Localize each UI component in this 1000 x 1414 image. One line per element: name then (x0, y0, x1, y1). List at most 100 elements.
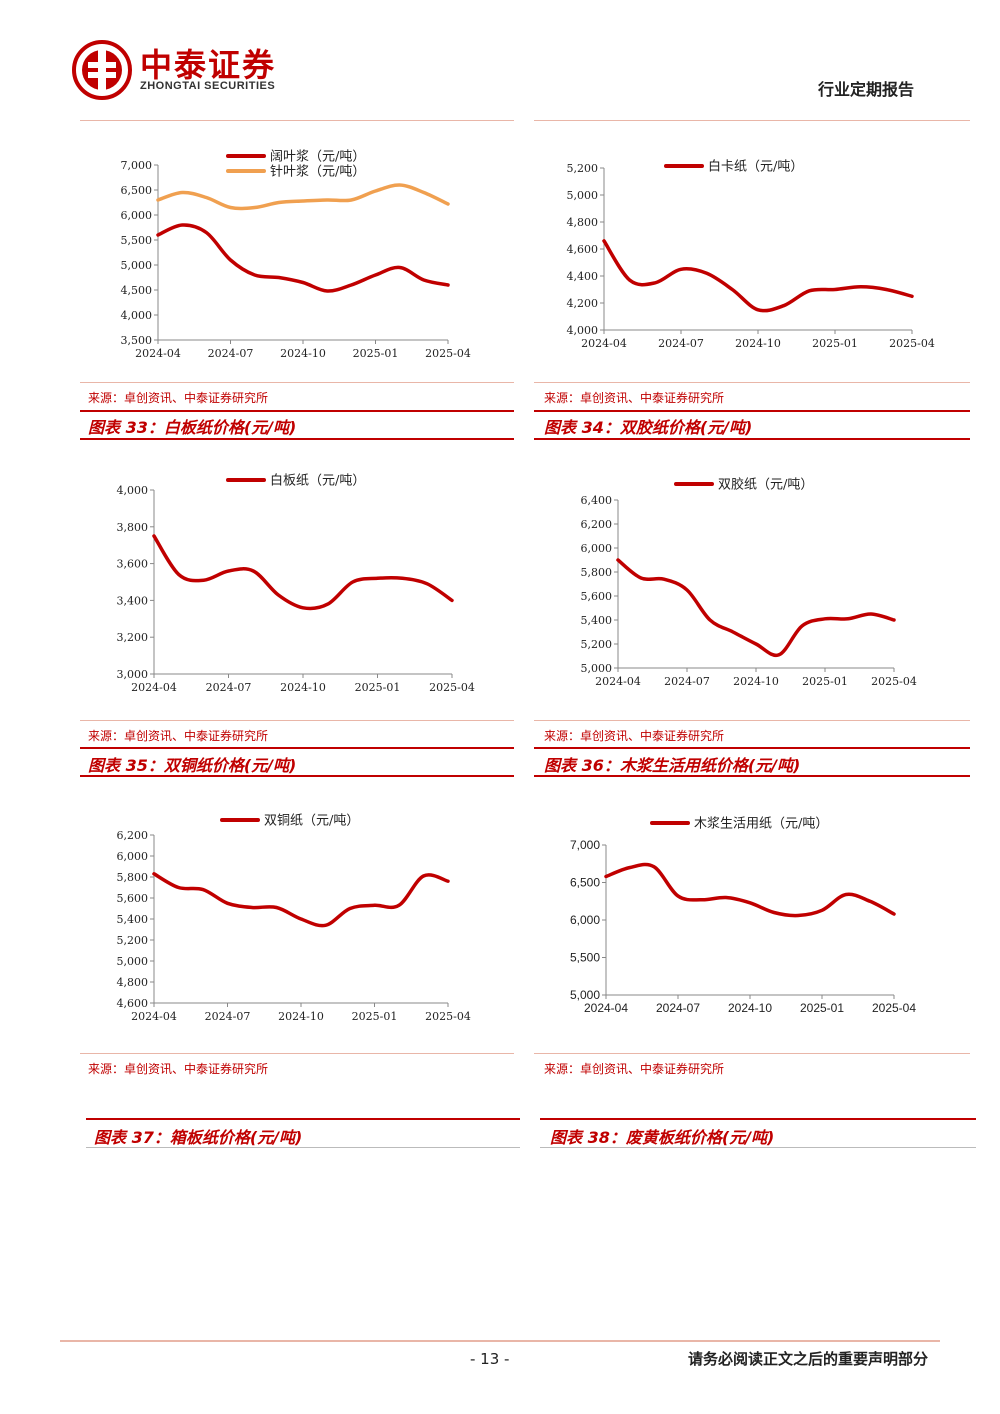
y-tick-label: 5,500 (570, 951, 600, 965)
legend-label: 双铜纸（元/吨） (264, 814, 359, 829)
y-tick-label: 6,200 (581, 518, 613, 531)
divider (534, 382, 970, 383)
caption-rule (80, 747, 514, 749)
x-tick-label: 2025-01 (352, 1010, 398, 1023)
series-line (604, 862, 896, 918)
y-tick-label: 3,000 (117, 668, 149, 681)
y-tick-label: 6,000 (117, 850, 149, 863)
y-tick-label: 5,400 (581, 614, 613, 627)
caption-rule (534, 747, 970, 749)
divider (534, 720, 970, 721)
caption-rule (80, 410, 514, 412)
x-tick-label: 2024-07 (658, 337, 704, 350)
series-line (156, 223, 450, 293)
series-line (152, 534, 454, 611)
x-tick-label: 2024-04 (595, 675, 641, 688)
disclaimer: 请务必阅读正文之后的重要声明部分 (687, 1350, 928, 1368)
legend-label: 双胶纸（元/吨） (718, 477, 813, 493)
divider (80, 382, 514, 383)
legend-label: 阔叶浆（元/吨） (270, 150, 365, 165)
caption-rule (534, 775, 970, 777)
source-note: 来源：卓创资讯、中泰证券研究所 (544, 729, 725, 743)
chart-svg: 5,000 5,200 5,400 5,600 5,800 6,000 6,200 6,400… (581, 477, 917, 689)
divider (80, 720, 514, 721)
y-tick-label: 6,500 (570, 876, 600, 890)
y-tick-label: 5,600 (581, 590, 613, 603)
y-tick-label: 3,400 (117, 594, 149, 607)
x-tick-label: 2024-07 (206, 681, 252, 694)
brand-name-en: ZHONGTAI SECURITIES (140, 80, 276, 92)
y-tick-label: 5,000 (117, 955, 149, 968)
y-tick-label: 6,000 (121, 209, 153, 222)
y-tick-label: 5,600 (117, 892, 149, 905)
y-tick-label: 5,000 (581, 662, 613, 675)
x-tick-label: 2024-10 (278, 1010, 324, 1023)
chart-caption: 图表 36：木浆生活用纸价格(元/吨) (544, 756, 801, 775)
chart-caption: 图表 33：白板纸价格(元/吨) (88, 418, 297, 437)
x-tick-label: 2024-10 (280, 681, 326, 694)
y-tick-label: 3,800 (117, 521, 149, 534)
y-tick-label: 3,600 (117, 558, 149, 571)
chart-svg: 4,600 4,800 5,000 5,200 5,400 5,600 5,800 6,000… (117, 814, 471, 1024)
series-line (156, 183, 450, 211)
x-tick-label: 2025-01 (355, 681, 401, 694)
x-tick-label: 2025-04 (425, 1010, 471, 1023)
y-tick-label: 3,200 (117, 631, 149, 644)
brand-name-cn: 中泰证券 (140, 46, 277, 84)
x-tick-label: 2024-04 (135, 347, 181, 360)
legend-label: 木浆生活用纸（元/吨） (694, 817, 828, 832)
x-tick-label: 2024-10 (280, 347, 326, 360)
y-tick-label: 6,400 (581, 494, 613, 507)
x-tick-label: 2024-10 (733, 675, 779, 688)
y-tick-label: 5,800 (117, 871, 149, 884)
y-tick-label: 6,000 (570, 913, 600, 927)
source-note: 来源：卓创资讯、中泰证券研究所 (544, 1062, 725, 1076)
chart-caption: 图表 37：箱板纸价格(元/吨) (94, 1128, 303, 1147)
x-tick-label: 2025-04 (872, 1001, 916, 1015)
source-note: 来源：卓创资讯、中泰证券研究所 (544, 391, 725, 405)
y-tick-label: 4,400 (567, 270, 599, 283)
legend-label: 白卡纸（元/吨） (708, 159, 803, 175)
y-tick-label: 4,000 (121, 309, 153, 322)
series-line (616, 558, 896, 658)
caption-rule (534, 410, 970, 412)
y-tick-label: 6,500 (121, 184, 153, 197)
chart-svg: 5,000 5,500 6,000 6,500 7,000 2024-04 2024-07 2… (570, 817, 916, 1016)
y-tick-label: 5,500 (121, 234, 153, 247)
y-tick-label: 5,000 (567, 189, 599, 202)
offset-paper-price-chart: 5,000 5,200 5,400 5,600 5,800 6,000 6,200 6,400… (534, 470, 970, 710)
y-tick-label: 4,200 (567, 297, 599, 310)
x-tick-label: 2025-01 (800, 1001, 844, 1015)
y-tick-label: 7,000 (570, 838, 600, 852)
x-tick-label: 2025-01 (812, 337, 858, 350)
legend-label: 针叶浆（元/吨） (270, 165, 365, 180)
x-tick-label: 2024-10 (728, 1001, 772, 1015)
ivory-board-price-chart: 4,000 4,200 4,400 4,600 4,800 5,000 5,200 2024-… (534, 140, 970, 370)
page-number: - 13 - (470, 1350, 510, 1368)
tissue-paper-price-chart: 5,000 5,500 6,000 6,500 7,000 2024-04 2024-07 2… (534, 805, 970, 1040)
divider (534, 120, 970, 121)
x-tick-label: 2025-04 (429, 681, 475, 694)
x-tick-label: 2024-07 (208, 347, 254, 360)
pulp-price-chart: 3,500 4,000 4,500 5,000 5,500 6,000 6,500 7,000… (80, 140, 510, 370)
y-tick-label: 7,000 (121, 159, 153, 172)
caption-rule (540, 1147, 976, 1148)
report-type: 行业定期报告 (817, 80, 914, 99)
y-tick-label: 5,000 (121, 259, 153, 272)
series-line (602, 239, 914, 313)
y-tick-label: 4,800 (567, 216, 599, 229)
caption-rule (86, 1118, 520, 1120)
x-tick-label: 2024-04 (131, 1010, 177, 1023)
x-tick-label: 2024-07 (656, 1001, 700, 1015)
y-tick-label: 4,800 (117, 976, 149, 989)
y-tick-label: 4,500 (121, 284, 153, 297)
chart-svg: 3,000 3,200 3,400 3,600 3,800 4,000 2024-04 202… (117, 473, 475, 695)
company-logo-icon (72, 40, 132, 100)
caption-rule (86, 1147, 520, 1148)
x-tick-label: 2025-04 (871, 675, 917, 688)
y-tick-label: 3,500 (121, 334, 153, 347)
y-tick-label: 4,000 (117, 484, 149, 497)
y-tick-label: 4,000 (567, 324, 599, 337)
y-tick-label: 6,200 (117, 829, 149, 842)
x-tick-label: 2024-07 (205, 1010, 251, 1023)
